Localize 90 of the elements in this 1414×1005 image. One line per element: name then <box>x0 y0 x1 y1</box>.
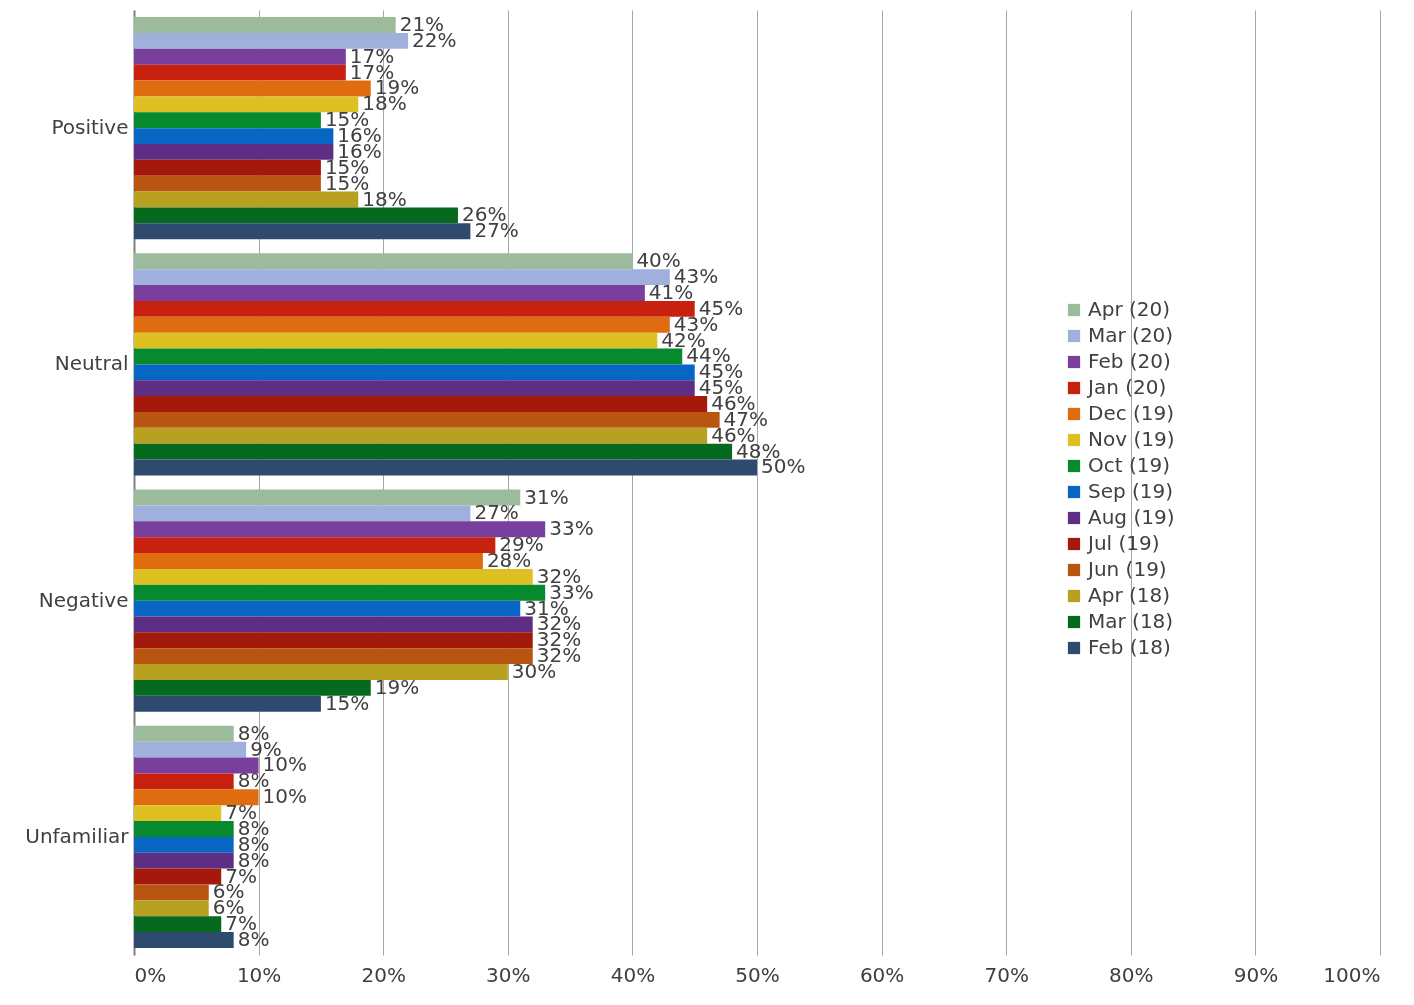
legend-label: Oct (19) <box>1088 453 1170 477</box>
data-label: 19% <box>374 674 420 699</box>
legend-label: Nov (19) <box>1088 427 1175 451</box>
bar <box>134 553 483 569</box>
legend-label: Apr (18) <box>1088 583 1171 607</box>
bar <box>134 600 521 617</box>
bar <box>134 112 321 129</box>
bar <box>134 664 508 680</box>
bar <box>134 396 708 412</box>
bar <box>134 695 321 712</box>
legend-label: Mar (20) <box>1088 323 1174 347</box>
bar <box>134 725 234 742</box>
bar <box>134 616 533 633</box>
y-tick-label: Unfamiliar <box>25 823 130 848</box>
bar <box>134 411 720 428</box>
bar <box>134 191 359 208</box>
bar <box>134 459 757 476</box>
bar <box>134 316 670 333</box>
x-tick-label: 80% <box>1109 962 1154 987</box>
bar <box>134 300 695 317</box>
bar <box>134 332 658 349</box>
x-tick-label: 20% <box>361 962 406 987</box>
data-label: 27% <box>474 500 519 525</box>
legend-label: Mar (18) <box>1088 609 1174 633</box>
bar <box>134 285 645 301</box>
data-label: 33% <box>549 516 594 541</box>
x-tick-label: 60% <box>859 962 905 987</box>
bar <box>134 584 546 601</box>
bar <box>134 64 346 81</box>
bar <box>134 836 234 853</box>
legend-label: Sep (19) <box>1088 479 1174 503</box>
bar <box>134 380 695 397</box>
bar <box>134 789 259 806</box>
bar <box>134 505 471 522</box>
legend-label: Feb (20) <box>1088 349 1171 373</box>
bar <box>134 48 346 65</box>
legend-label: Jul (19) <box>1086 531 1160 555</box>
bar <box>134 80 371 97</box>
bar <box>134 207 458 224</box>
bar <box>134 489 521 506</box>
legend-label: Dec (19) <box>1088 401 1175 425</box>
bar <box>134 128 334 144</box>
bar <box>134 96 359 113</box>
data-label: 31% <box>524 484 569 509</box>
x-tick-label: 90% <box>1233 962 1279 987</box>
bar <box>134 17 396 33</box>
y-tick-label: Negative <box>38 587 129 612</box>
bar <box>134 348 683 365</box>
x-tick-label: 30% <box>486 962 531 987</box>
x-tick-label: 0% <box>134 962 167 987</box>
bar <box>134 757 259 774</box>
bar <box>134 741 247 758</box>
bar <box>134 932 234 948</box>
bar <box>134 253 633 270</box>
legend-label: Apr (20) <box>1088 297 1171 321</box>
bar <box>134 159 321 176</box>
x-tick-label: 70% <box>984 962 1029 987</box>
bar <box>134 521 546 538</box>
legend-label: Aug (19) <box>1088 505 1175 529</box>
bar <box>134 648 533 665</box>
bar <box>134 223 471 240</box>
bar <box>134 852 234 869</box>
legend-label: Feb (18) <box>1088 635 1171 659</box>
bar <box>134 143 334 160</box>
bar <box>134 805 222 822</box>
bar <box>134 632 533 649</box>
bar <box>134 568 533 585</box>
x-tick-label: 100% <box>1323 962 1381 987</box>
bar <box>134 868 222 885</box>
bar <box>134 32 409 49</box>
legend-label: Jan (20) <box>1086 375 1167 399</box>
bar <box>134 916 222 933</box>
bar <box>134 537 496 554</box>
bar <box>134 900 209 917</box>
bar <box>134 443 733 460</box>
bar <box>134 364 695 381</box>
y-tick-label: Positive <box>51 115 129 140</box>
bar <box>134 175 321 192</box>
x-tick-label: 10% <box>236 962 282 987</box>
y-tick-label: Neutral <box>54 351 129 376</box>
bar <box>134 821 234 837</box>
bar <box>134 773 234 790</box>
bar <box>134 884 209 901</box>
legend-label: Jun (19) <box>1086 557 1167 581</box>
x-tick-label: 40% <box>610 962 656 987</box>
data-label: 15% <box>324 690 370 715</box>
bar <box>134 679 371 696</box>
bar <box>134 427 708 444</box>
bar <box>134 269 670 286</box>
x-tick-label: 50% <box>735 962 780 987</box>
